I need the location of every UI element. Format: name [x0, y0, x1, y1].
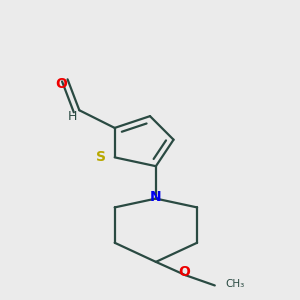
Text: O: O: [56, 77, 68, 91]
Text: CH₃: CH₃: [225, 279, 244, 289]
Text: O: O: [178, 265, 190, 279]
Text: N: N: [150, 190, 162, 204]
Text: S: S: [96, 150, 106, 164]
Text: H: H: [67, 110, 77, 123]
